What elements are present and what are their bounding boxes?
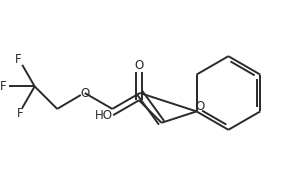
Text: O: O [134, 59, 144, 72]
Text: F: F [0, 80, 6, 93]
Text: HO: HO [95, 109, 113, 122]
Text: F: F [15, 53, 22, 66]
Text: O: O [195, 100, 204, 113]
Text: F: F [17, 107, 24, 120]
Text: O: O [80, 87, 89, 99]
